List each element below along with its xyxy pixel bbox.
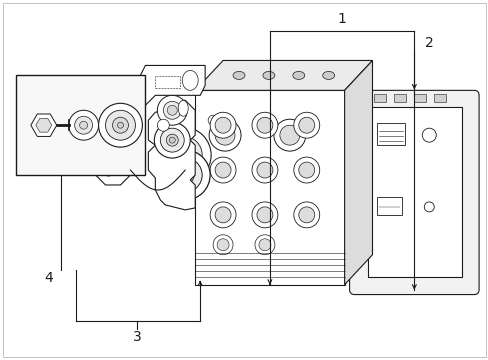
Bar bbox=[367, 107, 461, 276]
Ellipse shape bbox=[169, 137, 175, 143]
Ellipse shape bbox=[157, 119, 169, 131]
Ellipse shape bbox=[424, 202, 433, 212]
Bar bbox=[155, 76, 180, 88]
Ellipse shape bbox=[75, 116, 92, 134]
Ellipse shape bbox=[80, 121, 87, 129]
Ellipse shape bbox=[160, 128, 184, 152]
Ellipse shape bbox=[208, 115, 218, 125]
Ellipse shape bbox=[167, 105, 177, 115]
Ellipse shape bbox=[251, 202, 277, 228]
Bar bbox=[354, 232, 367, 241]
Ellipse shape bbox=[298, 207, 314, 223]
Ellipse shape bbox=[210, 157, 236, 183]
Bar bbox=[16, 75, 145, 175]
Ellipse shape bbox=[173, 145, 193, 165]
Text: 2: 2 bbox=[424, 36, 433, 50]
Bar bbox=[374, 94, 386, 102]
Text: 1: 1 bbox=[337, 12, 346, 26]
Ellipse shape bbox=[157, 95, 187, 125]
Ellipse shape bbox=[166, 134, 178, 146]
Text: 4: 4 bbox=[44, 271, 53, 285]
Ellipse shape bbox=[117, 122, 123, 128]
Ellipse shape bbox=[210, 112, 236, 138]
Ellipse shape bbox=[256, 207, 272, 223]
Bar bbox=[377, 197, 402, 215]
Ellipse shape bbox=[298, 162, 314, 178]
Ellipse shape bbox=[251, 157, 277, 183]
Bar bbox=[377, 123, 405, 145]
Ellipse shape bbox=[422, 128, 435, 142]
Ellipse shape bbox=[254, 235, 274, 255]
Ellipse shape bbox=[176, 166, 194, 184]
Ellipse shape bbox=[154, 122, 190, 158]
Polygon shape bbox=[148, 100, 195, 210]
Ellipse shape bbox=[298, 117, 314, 133]
Bar bbox=[354, 162, 367, 171]
Ellipse shape bbox=[164, 136, 202, 174]
Polygon shape bbox=[344, 60, 372, 285]
Ellipse shape bbox=[293, 157, 319, 183]
Ellipse shape bbox=[178, 100, 188, 116]
Ellipse shape bbox=[256, 117, 272, 133]
Bar bbox=[354, 134, 367, 143]
Ellipse shape bbox=[233, 71, 244, 80]
Ellipse shape bbox=[160, 150, 210, 200]
Bar bbox=[354, 204, 367, 213]
Ellipse shape bbox=[213, 235, 233, 255]
Ellipse shape bbox=[251, 112, 277, 138]
Ellipse shape bbox=[273, 119, 305, 151]
Ellipse shape bbox=[217, 239, 228, 251]
Bar bbox=[394, 94, 406, 102]
Ellipse shape bbox=[263, 71, 274, 80]
Ellipse shape bbox=[279, 125, 299, 145]
Ellipse shape bbox=[209, 119, 241, 151]
Ellipse shape bbox=[292, 71, 304, 80]
Ellipse shape bbox=[99, 103, 142, 147]
Bar bbox=[195, 90, 344, 285]
Bar bbox=[354, 190, 367, 199]
Ellipse shape bbox=[215, 162, 230, 178]
Ellipse shape bbox=[215, 117, 230, 133]
Ellipse shape bbox=[259, 239, 270, 251]
Ellipse shape bbox=[163, 101, 181, 119]
Ellipse shape bbox=[179, 151, 187, 159]
Bar bbox=[413, 94, 426, 102]
Ellipse shape bbox=[322, 71, 334, 80]
Ellipse shape bbox=[182, 71, 198, 90]
Text: 3: 3 bbox=[133, 330, 142, 345]
Ellipse shape bbox=[210, 202, 236, 228]
Ellipse shape bbox=[256, 162, 272, 178]
Bar bbox=[354, 246, 367, 255]
Ellipse shape bbox=[102, 164, 114, 176]
Ellipse shape bbox=[215, 207, 230, 223]
Ellipse shape bbox=[155, 127, 211, 183]
Ellipse shape bbox=[68, 110, 99, 140]
Ellipse shape bbox=[112, 117, 128, 133]
Bar bbox=[354, 148, 367, 157]
Ellipse shape bbox=[181, 171, 189, 179]
FancyBboxPatch shape bbox=[349, 90, 478, 294]
Bar bbox=[433, 94, 446, 102]
Bar bbox=[354, 176, 367, 185]
Ellipse shape bbox=[105, 110, 135, 140]
Ellipse shape bbox=[168, 158, 202, 192]
Ellipse shape bbox=[293, 112, 319, 138]
Bar bbox=[354, 218, 367, 227]
Polygon shape bbox=[140, 66, 205, 105]
Ellipse shape bbox=[293, 202, 319, 228]
Polygon shape bbox=[195, 60, 372, 90]
Ellipse shape bbox=[215, 125, 235, 145]
Polygon shape bbox=[95, 160, 130, 185]
